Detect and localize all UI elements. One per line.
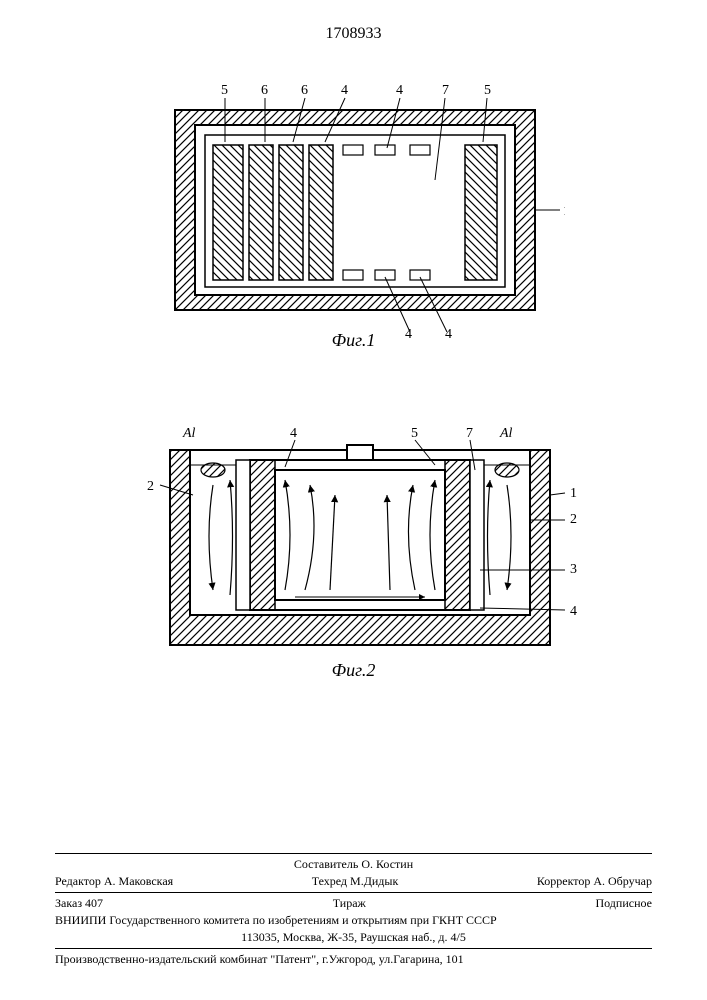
- producer: Производственно-издательский комбинат "П…: [55, 952, 652, 967]
- corrector: Корректор А. Обручар: [537, 874, 652, 889]
- subscription: Подписное: [595, 896, 652, 911]
- svg-text:5: 5: [484, 83, 491, 98]
- svg-text:7: 7: [442, 83, 449, 98]
- svg-text:4: 4: [396, 83, 403, 98]
- svg-text:1: 1: [563, 204, 565, 219]
- svg-text:6: 6: [301, 83, 308, 98]
- svg-text:5: 5: [411, 426, 418, 441]
- figure-1-label: Фиг.1: [332, 330, 376, 351]
- svg-text:2: 2: [147, 479, 154, 494]
- svg-text:5: 5: [221, 83, 228, 98]
- svg-text:3: 3: [570, 562, 577, 577]
- svg-text:4: 4: [341, 83, 348, 98]
- figure-1: 5 6 6 4 4 7 5 1 4 4: [165, 80, 565, 345]
- svg-text:1: 1: [570, 486, 577, 501]
- credits-block: Составитель О. Костин Редактор А. Маковс…: [55, 850, 652, 969]
- figure-2-label: Фиг.2: [332, 660, 376, 681]
- svg-text:7: 7: [466, 426, 473, 441]
- address: 113035, Москва, Ж-35, Раушская наб., д. …: [55, 930, 652, 945]
- compiler-line: Составитель О. Костин: [55, 857, 652, 872]
- svg-text:4: 4: [290, 426, 297, 441]
- svg-text:Al: Al: [499, 426, 513, 441]
- patent-page: 1708933: [0, 0, 707, 1000]
- order: Заказ 407: [55, 896, 103, 911]
- order-row: Заказ 407 Тираж Подписное: [55, 896, 652, 911]
- figure-2-svg: Al Al 2 4 5 7 1 2 3 4: [135, 415, 595, 665]
- patent-number: 1708933: [326, 25, 382, 43]
- svg-text:4: 4: [570, 604, 577, 619]
- svg-text:4: 4: [445, 327, 452, 340]
- svg-text:4: 4: [405, 327, 412, 340]
- committee: ВНИИПИ Государственного комитета по изоб…: [55, 913, 652, 928]
- editor: Редактор А. Маковская: [55, 874, 173, 889]
- svg-text:6: 6: [261, 83, 268, 98]
- figure-2: Al Al 2 4 5 7 1 2 3 4: [135, 415, 595, 670]
- figure-1-svg: 5 6 6 4 4 7 5 1 4 4: [165, 80, 565, 340]
- tech: Техред М.Дидык: [312, 874, 399, 889]
- editor-row: Редактор А. Маковская Техред М.Дидык Кор…: [55, 874, 652, 889]
- svg-text:Al: Al: [182, 426, 196, 441]
- circulation: Тираж: [333, 896, 366, 911]
- svg-text:2: 2: [570, 512, 577, 527]
